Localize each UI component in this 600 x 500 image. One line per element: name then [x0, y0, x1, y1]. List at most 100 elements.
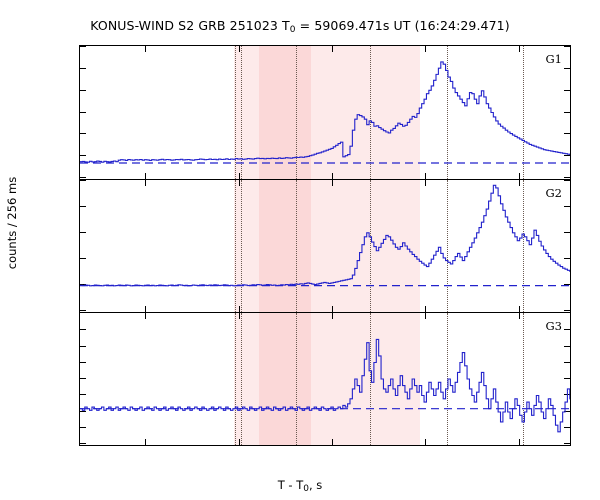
x-tick-mark — [518, 173, 520, 179]
y-tick-mark — [80, 310, 86, 311]
y-tick-mark — [80, 345, 86, 347]
y-tick-mark — [80, 89, 86, 91]
panel-g2: 0100200300400500G2 — [79, 180, 571, 313]
chart-title-suffix: = 59069.471s UT (16:24:29.471) — [295, 18, 510, 33]
y-tick-mark-right — [564, 378, 570, 379]
marker-vline-0 — [234, 313, 236, 445]
y-axis-label: counts / 256 ms — [5, 176, 19, 270]
x-tick-mark — [332, 173, 333, 179]
x-tick-mark-top — [145, 313, 147, 319]
marker-vline-1 — [240, 180, 242, 312]
x-tick-mark — [518, 439, 520, 445]
y-tick-mark — [80, 111, 86, 113]
chart-title-subscript: 0 — [289, 25, 296, 35]
lightcurve-path — [80, 61, 570, 163]
y-tick-mark-right — [564, 329, 570, 331]
y-tick-mark-right — [564, 177, 570, 178]
y-tick-mark — [80, 177, 86, 178]
y-tick-mark — [80, 443, 86, 444]
marker-vline-2 — [295, 46, 297, 179]
y-tick-mark — [80, 180, 86, 181]
x-axis-label: T - T0, s — [0, 478, 600, 494]
x-tick-mark-top — [425, 313, 427, 319]
y-tick-mark-right — [564, 89, 570, 91]
marker-vline-2 — [295, 313, 297, 445]
marker-vline-4 — [446, 46, 448, 179]
panel-g3-plot-area — [80, 313, 570, 445]
x-tick-mark — [238, 439, 240, 445]
shaded-interval-dark — [259, 313, 311, 445]
marker-vline-2 — [295, 180, 297, 312]
x-tick-mark-top — [238, 313, 240, 319]
x-axis-label-subscript: 0 — [303, 484, 309, 494]
y-tick-mark — [80, 394, 86, 396]
y-tick-mark-right — [564, 46, 570, 47]
y-tick-mark-right — [564, 133, 570, 135]
x-axis-label-prefix: T - T — [277, 478, 304, 492]
y-tick-mark — [80, 284, 86, 285]
y-tick-mark — [80, 426, 86, 428]
panel-g2-plot-area — [80, 180, 570, 312]
x-tick-mark — [332, 306, 333, 312]
marker-vline-5 — [523, 180, 525, 312]
y-tick-mark — [80, 67, 86, 69]
x-tick-mark — [425, 306, 427, 312]
y-tick-mark — [80, 410, 86, 412]
y-tick-mark-right — [564, 410, 570, 412]
x-tick-mark — [425, 173, 427, 179]
marker-vline-3 — [370, 180, 372, 312]
x-tick-mark-top — [332, 46, 333, 52]
x-tick-mark — [332, 439, 333, 445]
lightcurve-path — [80, 338, 570, 433]
x-tick-mark-top — [145, 180, 147, 186]
lightcurve-g3 — [80, 338, 570, 433]
panel-label-g2: G2 — [545, 186, 562, 200]
marker-vline-1 — [240, 46, 242, 179]
marker-vline-5 — [523, 46, 525, 179]
x-tick-mark-top — [332, 313, 333, 319]
x-tick-mark-top — [145, 46, 147, 52]
chart-title-prefix: KONUS-WIND S2 GRB 251023 T — [90, 18, 290, 33]
y-tick-mark-right — [564, 361, 570, 363]
x-tick-mark — [518, 306, 520, 312]
y-tick-mark-right — [564, 67, 570, 69]
y-tick-mark-right — [564, 180, 570, 181]
y-tick-mark-right — [564, 111, 570, 113]
x-tick-mark-top — [518, 46, 520, 52]
panel-g1: 200300400500600700800G1 — [79, 45, 571, 180]
shaded-interval-dark — [259, 180, 311, 312]
x-tick-mark — [145, 306, 147, 312]
y-tick-mark — [80, 46, 86, 47]
x-tick-mark — [145, 439, 147, 445]
chart-title: KONUS-WIND S2 GRB 251023 T0 = 59069.471s… — [0, 18, 600, 35]
panel-label-g1: G1 — [545, 52, 562, 66]
y-tick-mark — [80, 133, 86, 135]
x-tick-mark — [425, 439, 427, 445]
x-tick-mark-top — [238, 46, 240, 52]
panel-g1-plot-area — [80, 46, 570, 179]
y-tick-mark-right — [564, 426, 570, 428]
marker-vline-1 — [240, 313, 242, 445]
y-tick-mark — [80, 155, 86, 157]
x-tick-mark-top — [518, 180, 520, 186]
marker-vline-4 — [446, 180, 448, 312]
x-tick-mark — [238, 173, 240, 179]
x-tick-mark-top — [332, 180, 333, 186]
y-tick-mark-right — [564, 258, 570, 259]
x-tick-mark — [238, 306, 240, 312]
y-tick-mark — [80, 378, 86, 379]
lightcurve-path — [80, 184, 570, 287]
y-tick-mark-right — [564, 284, 570, 285]
marker-vline-4 — [446, 313, 448, 445]
x-tick-mark — [145, 173, 147, 179]
panel-g3: 1020304050607080-100102030G3 — [79, 313, 571, 446]
y-tick-mark-right — [564, 155, 570, 157]
x-tick-mark-top — [518, 313, 520, 319]
y-tick-mark-right — [564, 232, 570, 233]
y-tick-mark-right — [564, 443, 570, 444]
marker-vline-3 — [370, 313, 372, 445]
y-tick-mark — [80, 361, 86, 363]
y-tick-mark — [80, 329, 86, 331]
y-tick-mark-right — [564, 345, 570, 347]
marker-vline-5 — [523, 313, 525, 445]
